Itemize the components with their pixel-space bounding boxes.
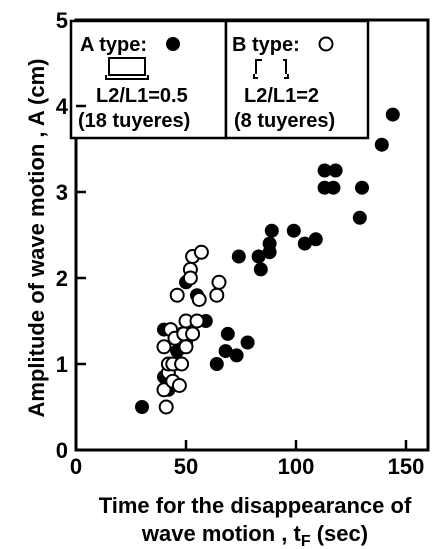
data-point-b-type: [158, 399, 174, 415]
data-point-b-type: [193, 244, 209, 260]
data-point-a-type: [231, 249, 246, 264]
legend-box-b: [224, 19, 370, 140]
data-point-b-type: [182, 270, 198, 286]
data-point-b-type: [189, 313, 205, 329]
tuyere-b-icon: [253, 59, 289, 79]
data-point-a-type: [209, 357, 224, 371]
data-point-a-type: [253, 262, 268, 277]
y-tick-label: 1: [56, 352, 68, 377]
data-point-b-type: [185, 326, 201, 342]
data-point-a-type: [229, 348, 244, 363]
x-tick-label: 50: [174, 454, 198, 479]
y-axis-label: Amplitude of wave motion , A (cm): [24, 59, 49, 418]
data-point-a-type: [374, 137, 389, 152]
data-point-a-type: [286, 223, 301, 238]
data-point-b-type: [171, 378, 187, 393]
data-point-a-type: [240, 335, 255, 350]
data-point-a-type: [297, 236, 312, 251]
x-axis-label-line1: Time for the disappearance of: [99, 493, 412, 518]
legend-b-count: (8 tuyeres): [234, 110, 335, 132]
x-tick-label: 0: [70, 454, 82, 479]
data-point-a-type: [220, 326, 235, 341]
data-point-a-type: [308, 232, 323, 247]
legend-box-a: [69, 19, 228, 140]
data-point-a-type: [385, 107, 400, 122]
data-point-b-type: [156, 339, 172, 355]
y-tick-label: 3: [56, 180, 68, 205]
data-point-b-type: [174, 356, 190, 372]
data-point-b-type: [178, 339, 194, 355]
data-point-b-type: [156, 382, 172, 398]
y-tick-label: 2: [56, 266, 68, 291]
legend-a-title: A type:: [80, 34, 147, 56]
y-tick-label: 4: [56, 94, 69, 119]
data-point-a-type: [317, 163, 332, 178]
data-point-b-type: [211, 274, 227, 290]
legend-b-ratio: L2/L1=2: [244, 85, 319, 107]
data-point-a-type: [264, 223, 279, 238]
tuyere-a-icon: [105, 57, 149, 80]
y-tick-label: 5: [56, 8, 68, 33]
data-point-b-type: [191, 292, 207, 307]
data-point-a-type: [135, 400, 149, 414]
legend-a-count: (18 tuyeres): [78, 110, 190, 132]
legend-a-marker: [166, 37, 180, 51]
data-point-a-type: [355, 180, 369, 195]
data-point-b-type: [169, 287, 185, 303]
data-points: [135, 107, 400, 415]
legend-b-marker: [318, 36, 334, 52]
data-point-b-type: [209, 287, 225, 303]
y-tick-label: 0: [56, 438, 68, 463]
data-point-a-type: [218, 344, 233, 359]
data-point-a-type: [251, 249, 266, 264]
legend-b-title: B type:: [232, 34, 300, 56]
x-axis-label-line2: wave motion , tF (sec): [141, 521, 368, 549]
x-tick-label: 150: [388, 454, 425, 479]
data-point-a-type: [326, 180, 341, 195]
axis-ticks: 0 50 100 150 0 1 2 3 4 5: [56, 8, 425, 479]
legend: A type: L2/L1=0.5 (18 tuyeres) B type: L…: [69, 19, 370, 140]
data-point-a-type: [328, 163, 343, 178]
data-point-a-type: [352, 210, 367, 225]
data-point-a-type: [262, 236, 277, 251]
legend-a-ratio: L2/L1=0.5: [96, 85, 188, 107]
x-tick-label: 100: [278, 454, 315, 479]
